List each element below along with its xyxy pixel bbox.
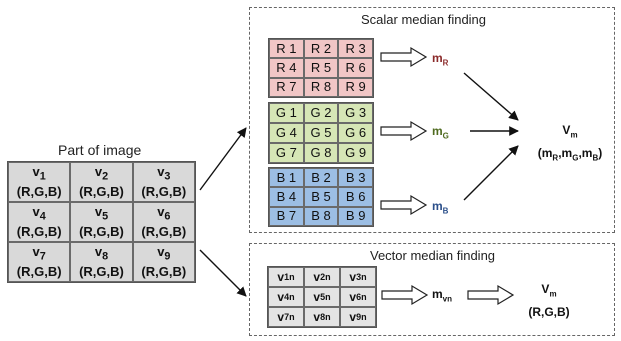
red-cell: R 5 <box>303 58 339 78</box>
arrow-image-to-scalar <box>199 127 247 191</box>
blue-cell: B 8 <box>303 206 339 226</box>
red-channel-grid: R 1 R 2 R 3 R 4 R 5 R 6 R 7 R 8 R 9 <box>268 38 374 98</box>
image-cell: v5 (R,G,B) <box>70 202 133 242</box>
blue-cell: B 2 <box>303 168 339 188</box>
red-cell: R 8 <box>303 77 339 97</box>
image-cell: v3 (R,G,B) <box>132 162 195 202</box>
image-grid: v1 (R,G,B) v2 (R,G,B) v3 (R,G,B) v4 (R,G,B) … <box>7 161 196 283</box>
green-cell: G 6 <box>338 123 373 143</box>
blue-channel-grid: B 1 B 2 B 3 B 4 B 5 B 6 B 7 B 8 B 9 <box>268 167 374 227</box>
vector-cell: v 8n <box>304 307 340 327</box>
red-cell: R 3 <box>338 39 373 59</box>
blue-cell: B 3 <box>338 168 373 188</box>
red-cell: R 7 <box>269 77 304 97</box>
vector-result-label: Vm (R,G,B) <box>528 282 570 320</box>
vector-median-box <box>249 243 615 336</box>
red-cell: R 6 <box>338 58 373 78</box>
vector-cell: v 9n <box>340 307 376 327</box>
image-cell: v9 (R,G,B) <box>132 242 195 282</box>
median-vector-label: mvn <box>432 287 453 304</box>
scalar-result-label: Vm (mR,mG,mB) <box>537 123 603 163</box>
blue-cell: B 9 <box>338 206 373 226</box>
image-cell: v4 (R,G,B) <box>8 202 71 242</box>
vector-grid: v 1n v 2n v 3n v 4n v 5n v 6n v 7n v 8n v 9n <box>267 266 377 328</box>
vector-cell: v 5n <box>304 287 340 307</box>
green-cell: G 2 <box>303 103 339 123</box>
hollow-arrow-green <box>380 120 428 142</box>
image-cell: v6 (R,G,B) <box>132 202 195 242</box>
image-cell: v7 (R,G,B) <box>8 242 71 282</box>
vector-cell: v 4n <box>268 287 304 307</box>
median-red-label: mR <box>432 51 449 68</box>
green-cell: G 8 <box>303 143 339 163</box>
scalar-median-box <box>249 7 615 233</box>
red-cell: R 2 <box>303 39 339 59</box>
vector-cell: v 6n <box>340 287 376 307</box>
red-cell: R 9 <box>338 77 373 97</box>
vector-cell: v 2n <box>304 267 340 287</box>
blue-cell: B 7 <box>269 206 304 226</box>
green-cell: G 5 <box>303 123 339 143</box>
hollow-arrow-vector-result <box>467 284 515 306</box>
vector-cell: v 3n <box>340 267 376 287</box>
median-green-label: mG <box>432 124 449 141</box>
image-cell: v8 (R,G,B) <box>70 242 133 282</box>
vector-cell: v 1n <box>268 267 304 287</box>
blue-cell: B 5 <box>303 187 339 207</box>
green-cell: G 7 <box>269 143 304 163</box>
image-cell: v1 (R,G,B) <box>8 162 71 202</box>
green-cell: G 4 <box>269 123 304 143</box>
hollow-arrow-vector <box>381 284 429 306</box>
blue-cell: B 1 <box>269 168 304 188</box>
vector-median-title: Vector median finding <box>370 248 496 263</box>
red-cell: R 1 <box>269 39 304 59</box>
median-blue-label: mB <box>432 199 449 216</box>
red-cell: R 4 <box>269 58 304 78</box>
image-cell: v2 (R,G,B) <box>70 162 133 202</box>
green-cell: G 1 <box>269 103 304 123</box>
image-panel-title: Part of image <box>58 142 142 158</box>
arrow-mr-to-result <box>463 72 519 121</box>
arrow-mb-to-result <box>463 145 519 201</box>
green-cell: G 9 <box>338 143 373 163</box>
arrow-image-to-vector <box>199 249 247 297</box>
blue-cell: B 4 <box>269 187 304 207</box>
hollow-arrow-blue <box>380 194 428 216</box>
green-channel-grid: G 1 G 2 G 3 G 4 G 5 G 6 G 7 G 8 G 9 <box>268 102 374 164</box>
scalar-median-title: Scalar median finding <box>361 12 487 27</box>
green-cell: G 3 <box>338 103 373 123</box>
blue-cell: B 6 <box>338 187 373 207</box>
hollow-arrow-red <box>380 46 428 68</box>
vector-cell: v 7n <box>268 307 304 327</box>
